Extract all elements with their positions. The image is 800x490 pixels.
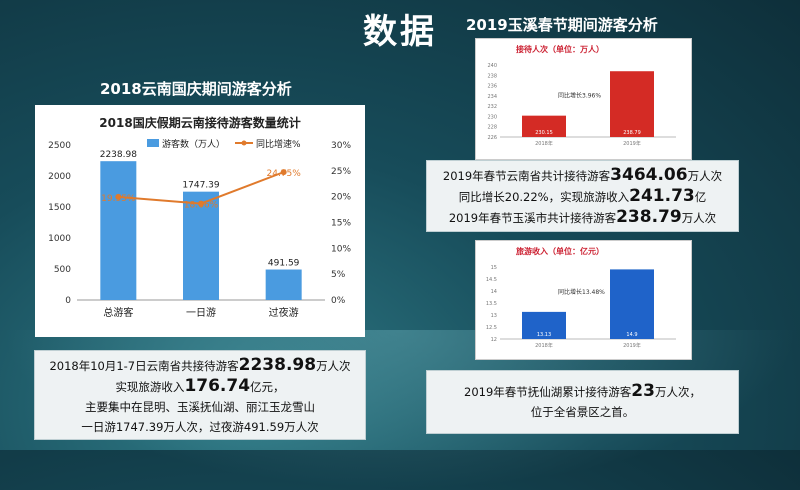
mini-chart-title: 接待人次（单位：万人） [516,44,604,54]
growth-annotation: 同比增长3.96% [558,92,601,100]
chart-title: 2018国庆假期云南接待游客数量统计 [99,115,300,130]
bar-data-label: 1747.39 [182,181,219,191]
x-tick-label: 2018年 [535,342,553,349]
bar-data-label: 2238.98 [100,150,137,160]
growth-data-label: 18.66% [184,201,219,211]
right-section-title: 2019玉溪春节期间游客分析 [466,16,658,34]
y-tick-label: 13 [491,313,497,319]
y-tick-label: 12 [491,337,497,343]
y-tick-label: 240 [487,63,497,69]
y-tick-label: 0 [65,296,71,306]
bar [610,71,654,137]
bar [265,269,302,300]
y2-tick-label: 5% [331,270,346,280]
y2-tick-label: 10% [331,244,351,254]
y2-tick-label: 30% [331,141,351,151]
visitors-chart: 接待人次（单位：万人） 226 228 230 232 234 236 238 240 230.1… [487,44,676,147]
y-tick-label: 2500 [48,141,71,151]
y-tick-label: 226 [487,135,497,141]
legend-label-bars: 游客数（万人） [162,138,225,150]
bar [610,269,654,339]
page-title: 数据 [363,12,437,52]
revenue-chart-card: 旅游收入（单位：亿元） 12 12.5 13 13.5 14 14.5 15 13.13 2018… [475,240,692,360]
bar-data-label: 230.15 [535,130,553,136]
y-tick-label: 13.5 [486,301,497,307]
bar [522,115,566,137]
legend-label-line: 同比增速% [256,138,301,150]
revenue-chart: 旅游收入（单位：亿元） 12 12.5 13 13.5 14 14.5 15 13.13 2018… [486,246,676,349]
y2-tick-label: 25% [331,167,351,177]
visitors-chart-card: 接待人次（单位：万人） 226 228 230 232 234 236 238 240 230.1… [475,38,692,160]
main-chart-card: 2018国庆假期云南接待游客数量统计游客数（万人） 同比增速% 0 500 1000 15… [35,105,365,337]
bar [100,161,137,300]
legend-marker-line [241,140,247,146]
growth-point [198,200,204,207]
x-tick-label: 总游客 [103,306,133,319]
bar-data-label: 14.9 [626,332,637,338]
y-tick-label: 14.5 [486,277,497,283]
right-info-panel-2: 2019年春节抚仙湖累计接待游客23万人次， 位于全省景区之首。 [426,370,739,434]
y2-tick-label: 0% [331,296,346,306]
y-tick-label: 230 [487,114,497,120]
legend-swatch-bars [147,139,159,147]
x-tick-label: 2019年 [623,342,641,349]
y-tick-label: 228 [487,125,497,131]
y-tick-label: 1500 [48,203,71,213]
x-tick-label: 2018年 [535,140,553,147]
y-tick-label: 2000 [48,172,71,182]
bar-data-label: 13.13 [537,332,551,338]
growth-data-label: 24.75% [267,169,302,179]
x-tick-label: 一日游 [186,306,216,319]
bar-data-label: 491.59 [268,259,300,269]
y-tick-label: 238 [487,73,497,79]
y-tick-label: 232 [487,104,497,110]
bar-data-label: 238.79 [623,130,641,136]
y-tick-label: 500 [54,265,71,275]
mini-chart-title: 旅游收入（单位：亿元） [516,246,604,256]
y-tick-label: 234 [487,94,497,100]
x-tick-label: 2019年 [623,140,641,147]
y-tick-label: 1000 [48,234,71,244]
y-tick-label: 14 [491,289,497,295]
growth-annotation: 同比增长13.48% [558,288,605,296]
growth-point [115,193,122,200]
y2-tick-label: 20% [331,193,351,203]
y-tick-label: 15 [491,265,497,271]
left-info-panel: 2018年10月1-7日云南省共接待游客2238.98万人次 实现旅游收入176… [34,350,366,440]
y2-tick-label: 15% [331,219,351,229]
left-section-title: 2018云南国庆期间游客分析 [100,80,292,98]
right-info-panel-1: 2019年春节云南省共计接待游客3464.06万人次 同比增长20.22%，实现… [426,160,739,232]
y-tick-label: 12.5 [486,325,497,331]
bar [183,191,219,300]
x-tick-label: 过夜游 [269,306,299,319]
growth-data-label: 19.95% [101,194,136,204]
growth-point [280,169,287,176]
y-tick-label: 236 [487,84,497,90]
bar [522,311,566,339]
